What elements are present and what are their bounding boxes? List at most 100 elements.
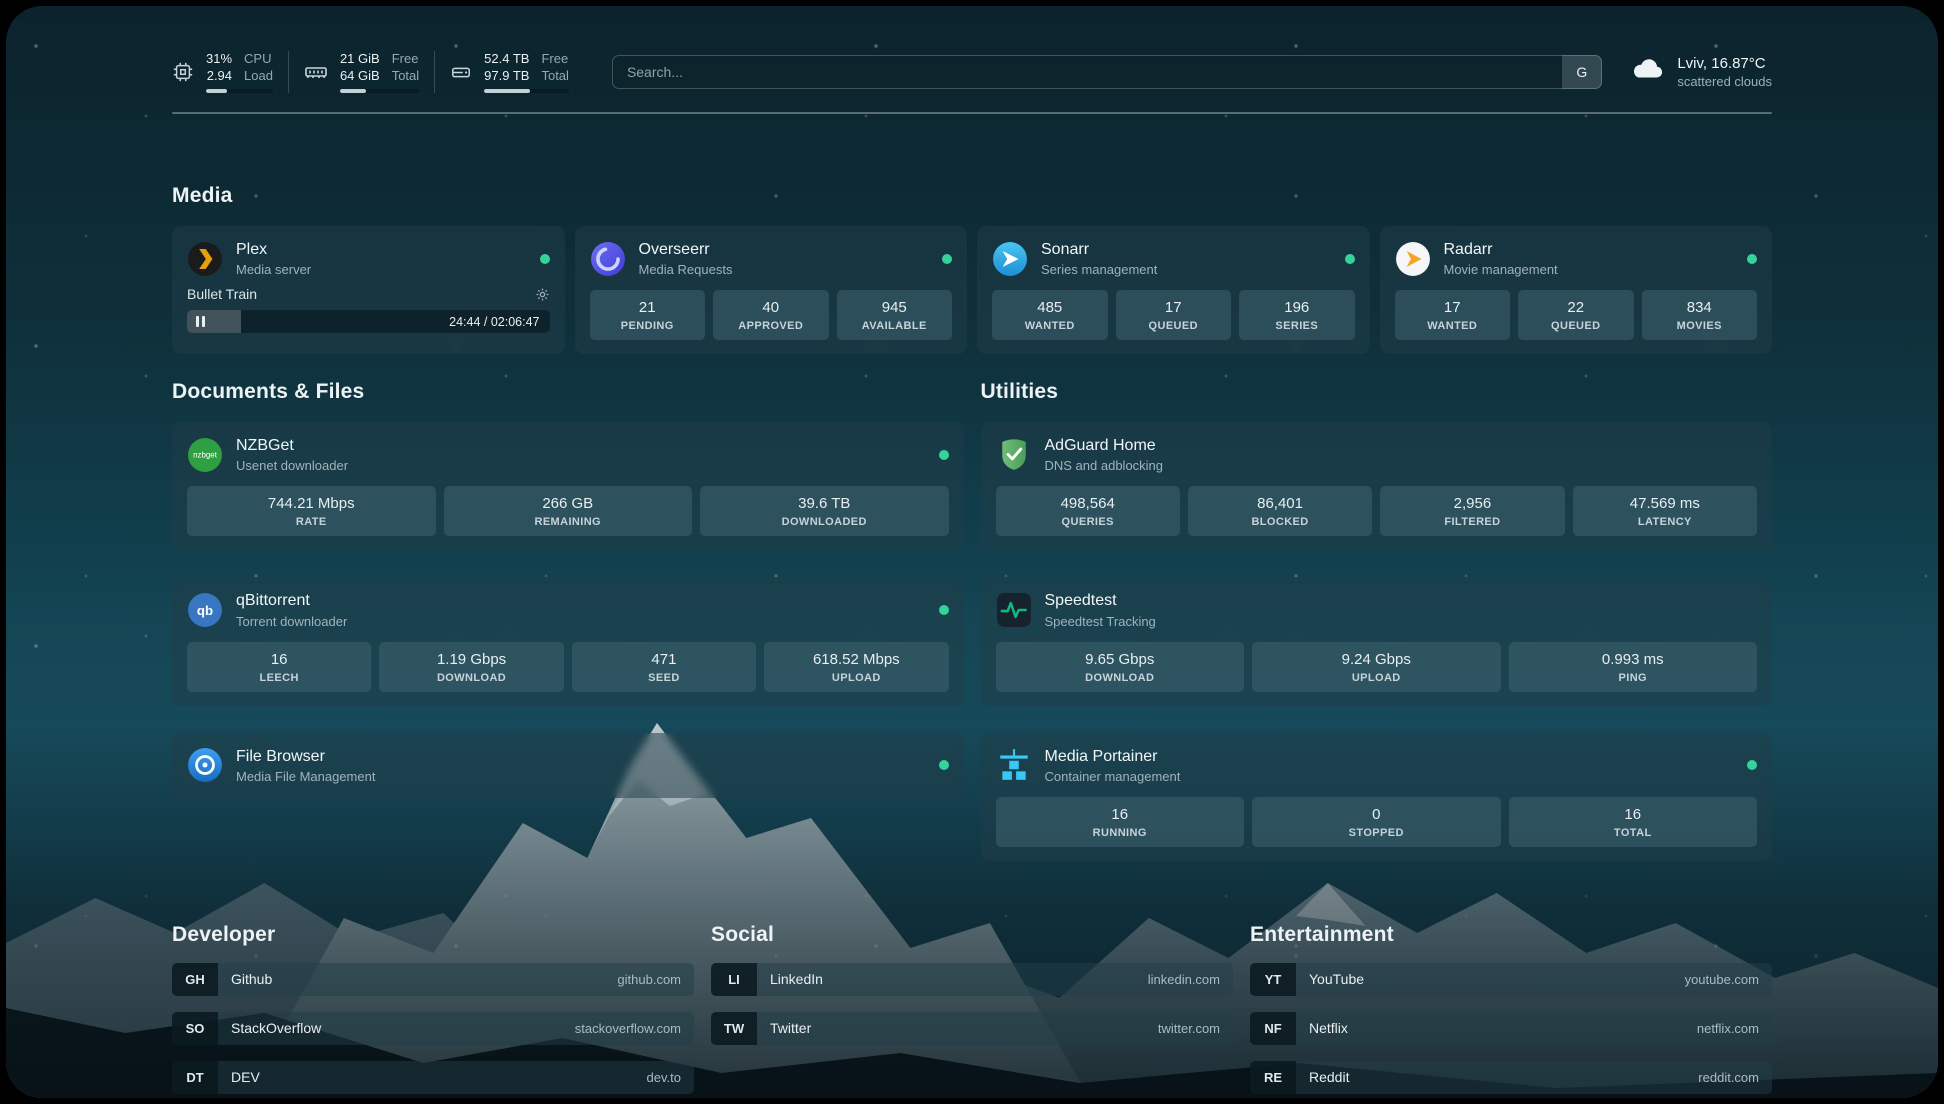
- section-title-social: Social: [711, 922, 775, 946]
- cpu-progressbar: [206, 89, 273, 94]
- bookmark-abbr: DT: [172, 1060, 218, 1094]
- disk-icon: [450, 61, 472, 83]
- svg-text:nzbget: nzbget: [193, 450, 218, 459]
- stat-available: 945 AVAILABLE: [836, 290, 952, 341]
- memory-progress-fill: [339, 89, 367, 94]
- bookmark-dev[interactable]: DT DEV dev.to: [172, 1060, 694, 1094]
- stat-download: 9.65 Gbps DOWNLOAD: [995, 641, 1244, 692]
- card-subtitle-overseerr: Media Requests: [638, 262, 733, 278]
- memory-free-value: 21 GiB: [339, 50, 380, 66]
- bookmark-stackoverflow[interactable]: SO StackOverflow stackoverflow.com: [172, 1011, 694, 1045]
- search-provider-button[interactable]: G: [1562, 55, 1603, 89]
- bookmark-abbr: YT: [1250, 962, 1296, 996]
- stat-value: 196: [1284, 299, 1310, 317]
- stat-seed: 471 SEED: [571, 641, 757, 692]
- stat-value: 22: [1567, 299, 1585, 317]
- bookmark-label: DEV: [231, 1069, 260, 1086]
- stat-value: 16: [1624, 805, 1642, 823]
- card-subtitle-adguard: DNS and adblocking: [1044, 458, 1164, 474]
- bookmark-youtube[interactable]: YT YouTube youtube.com: [1250, 962, 1772, 996]
- card-title-sonarr: Sonarr: [1041, 241, 1090, 258]
- search-input[interactable]: [611, 55, 1563, 89]
- cpu-usage-value: 31%: [206, 50, 233, 66]
- card-sonarr[interactable]: Sonarr Series management 485 WANTED 17 Q…: [977, 226, 1370, 355]
- bookmark-abbr: NF: [1250, 1011, 1296, 1045]
- bookmark-netflix[interactable]: NF Netflix netflix.com: [1250, 1011, 1772, 1045]
- bookmark-twitter[interactable]: TW Twitter twitter.com: [711, 1011, 1233, 1045]
- bookmark-url: youtube.com: [1684, 971, 1759, 987]
- adguard-shield-icon: [996, 437, 1032, 473]
- stat-value: 0.993 ms: [1601, 650, 1664, 668]
- card-title-qbittorrent: qBittorrent: [236, 592, 310, 610]
- stat-label: FILTERED: [1444, 516, 1501, 529]
- bookmark-abbr: GH: [172, 962, 218, 996]
- stat-label: BLOCKED: [1251, 516, 1309, 529]
- stat-queued: 17 QUEUED: [1115, 290, 1231, 341]
- plex-player-bar[interactable]: 24:44 / 02:06:47: [187, 310, 550, 334]
- sonarr-icon: [992, 241, 1028, 277]
- bookmark-github[interactable]: GH Github github.com: [172, 962, 694, 996]
- stat-label: TOTAL: [1613, 826, 1652, 839]
- overseerr-icon: [590, 241, 626, 277]
- search-bar: G: [611, 55, 1603, 89]
- card-portainer[interactable]: Media Portainer Container management 16 …: [980, 732, 1772, 861]
- status-dot: [938, 604, 949, 615]
- cloud-icon: [1630, 56, 1666, 88]
- stat-wanted: 485 WANTED: [992, 290, 1108, 341]
- bookmark-url: twitter.com: [1157, 1020, 1220, 1036]
- stat-latency: 47.569 ms LATENCY: [1572, 486, 1757, 537]
- bookmark-url: netflix.com: [1696, 1020, 1759, 1036]
- bookmarks-developer: Developer GH Github github.com SO StackO…: [172, 923, 694, 1094]
- stat-label: QUEUED: [1148, 320, 1198, 333]
- card-subtitle-radarr: Movie management: [1443, 262, 1558, 278]
- stat-label: SERIES: [1275, 320, 1319, 333]
- stat-value: 47.569 ms: [1629, 495, 1700, 513]
- bookmark-reddit[interactable]: RE Reddit reddit.com: [1250, 1060, 1772, 1094]
- memory-total-value: 64 GiB: [339, 68, 380, 83]
- weather-widget: Lviv, 16.87°C scattered clouds: [1630, 55, 1772, 89]
- card-overseerr[interactable]: Overseerr Media Requests 21 PENDING 40 A…: [574, 226, 967, 355]
- gear-icon[interactable]: [535, 287, 550, 302]
- card-title-nzbget: NZBGet: [236, 437, 294, 455]
- stat-value: 9.65 Gbps: [1085, 650, 1155, 668]
- cpu-load-label: Load: [244, 68, 273, 83]
- bookmark-url: dev.to: [646, 1069, 681, 1085]
- section-utilities: Utilities: [980, 380, 1772, 861]
- card-title-filebrowser: File Browser: [236, 747, 325, 765]
- disk-total-value: 97.9 TB: [484, 68, 530, 83]
- dashboard-frame: 31% CPU 2.94 Load: [6, 6, 1938, 1098]
- stat-value: 0: [1372, 805, 1381, 823]
- bookmark-linkedin[interactable]: LI LinkedIn linkedin.com: [711, 962, 1233, 996]
- stat-value: 86,401: [1257, 495, 1303, 513]
- section-title-documents: Documents & Files: [172, 380, 365, 404]
- bookmark-label: YouTube: [1309, 971, 1365, 988]
- bookmark-abbr: RE: [1250, 1060, 1296, 1094]
- memory-progressbar: [339, 89, 420, 94]
- stat-label: RATE: [295, 516, 327, 529]
- bookmark-label: LinkedIn: [770, 971, 823, 988]
- weather-condition: scattered clouds: [1677, 74, 1772, 89]
- resource-widgets: 31% CPU 2.94 Load: [172, 50, 584, 94]
- card-nzbget[interactable]: nzbget NZBGet Usenet downloader 74: [172, 422, 964, 551]
- stat-label: UPLOAD: [1351, 671, 1401, 684]
- card-qbittorrent[interactable]: qb qBittorrent Torrent downloader: [172, 577, 964, 706]
- card-speedtest[interactable]: Speedtest Speedtest Tracking 9.65 Gbps D…: [980, 577, 1772, 706]
- disk-widget: 52.4 TB Free 97.9 TB Total: [434, 50, 584, 94]
- stat-approved: 40 APPROVED: [713, 290, 829, 341]
- bookmark-label: Twitter: [770, 1020, 812, 1037]
- bookmark-url: linkedin.com: [1147, 971, 1220, 987]
- stat-rate: 744.21 Mbps RATE: [187, 486, 436, 537]
- card-filebrowser[interactable]: File Browser Media File Management: [172, 732, 964, 798]
- pause-icon[interactable]: [196, 316, 205, 328]
- stat-value: 744.21 Mbps: [267, 495, 355, 513]
- card-adguard[interactable]: AdGuard Home DNS and adblocking 498,564 …: [980, 422, 1772, 551]
- card-title-plex: Plex: [236, 241, 268, 258]
- memory-widget: 21 GiB Free 64 GiB Total: [287, 50, 434, 94]
- stat-movies: 834 MOVIES: [1641, 290, 1757, 341]
- disk-progress-fill: [484, 89, 530, 94]
- status-dot: [1747, 760, 1757, 771]
- stat-ping: 0.993 ms PING: [1508, 641, 1757, 692]
- card-plex[interactable]: Plex Media server Bullet Train: [172, 226, 565, 355]
- card-radarr[interactable]: Radarr Movie management 17 WANTED 22 QUE…: [1379, 226, 1772, 355]
- stat-queued: 22 QUEUED: [1518, 290, 1634, 341]
